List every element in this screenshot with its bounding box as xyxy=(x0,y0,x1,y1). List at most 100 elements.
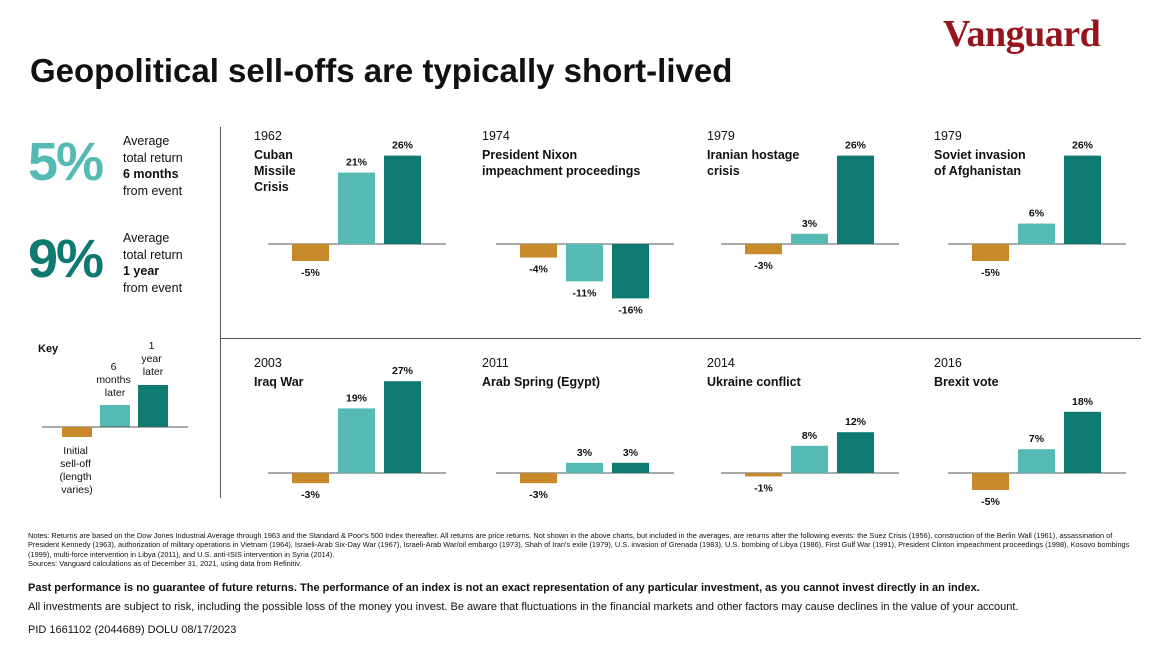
event-title-line: Cuban xyxy=(254,148,293,162)
bar xyxy=(612,244,649,299)
event-title-line: Iraq War xyxy=(254,375,304,389)
event-chart: 1974 President Nixon impeachment proceedin… xyxy=(482,129,674,316)
event-year: 2011 xyxy=(482,356,509,370)
stat-line: Average xyxy=(123,231,170,245)
key-initial-bar xyxy=(62,427,92,437)
key-initial-label-line: sell-off xyxy=(60,458,91,470)
data-label: -5% xyxy=(301,267,320,279)
key-year-label-line: later xyxy=(143,366,164,378)
bar xyxy=(745,473,782,477)
data-label: 3% xyxy=(623,447,639,459)
six-month-average-stat: 5% Average total return 6 months from ev… xyxy=(28,132,228,198)
data-label: 6% xyxy=(1029,208,1045,220)
bar xyxy=(520,473,557,484)
bar xyxy=(384,381,421,473)
data-label: -5% xyxy=(981,496,1000,508)
bar xyxy=(292,473,329,484)
data-label: 7% xyxy=(1029,433,1045,445)
data-label: 12% xyxy=(845,416,867,428)
stat-line: from event xyxy=(123,280,183,295)
data-label: 18% xyxy=(1072,396,1094,408)
data-label: -3% xyxy=(529,489,548,501)
bar xyxy=(745,244,782,255)
event-chart: 1962 Cuban Missile Crisis -5% 21% 26% xyxy=(254,129,446,279)
event-title-line: Ukraine conflict xyxy=(707,375,802,389)
bar xyxy=(520,244,557,258)
data-label: -11% xyxy=(573,287,598,299)
key-year-label-line: year xyxy=(141,353,162,365)
event-title-line: crisis xyxy=(707,164,740,178)
grid-divider-vertical xyxy=(220,127,221,498)
data-label: 26% xyxy=(845,140,867,152)
data-label: -16% xyxy=(618,304,643,316)
bar xyxy=(1064,155,1101,244)
stat-line: 6 months xyxy=(123,167,179,181)
data-label: -3% xyxy=(754,260,773,272)
key-initial-label: Initial sell-off (length varies) xyxy=(59,445,94,496)
bar xyxy=(1018,449,1055,473)
event-year: 1979 xyxy=(707,129,735,143)
bar xyxy=(791,233,828,244)
event-year: 2003 xyxy=(254,356,282,370)
vanguard-logo: Vanguard xyxy=(943,13,1101,55)
bar xyxy=(566,244,603,282)
data-label: 26% xyxy=(392,140,414,152)
bar xyxy=(972,473,1009,490)
stat-line: 1 year xyxy=(123,264,160,278)
data-label: -3% xyxy=(301,489,320,501)
bar xyxy=(837,432,874,473)
bar xyxy=(338,172,375,244)
notes: Notes: Returns are based on the Dow Jone… xyxy=(28,531,1138,569)
key-six-month-bar xyxy=(100,405,130,427)
six-month-average-description: Average total return 6 months from event xyxy=(123,133,183,199)
event-title-line: impeachment proceedings xyxy=(482,164,640,178)
grid-divider-horizontal xyxy=(221,338,1141,339)
event-chart: 2011 Arab Spring (Egypt) -3% 3% 3% xyxy=(482,356,674,501)
key-six-label-line: months xyxy=(96,374,130,386)
stat-line: Average xyxy=(123,134,170,148)
event-year: 1974 xyxy=(482,129,510,143)
key-six-label: 6 months later xyxy=(96,361,133,399)
event-year: 1979 xyxy=(934,129,962,143)
stat-line: from event xyxy=(123,183,183,198)
bar xyxy=(791,445,828,473)
bar xyxy=(384,155,421,244)
bar xyxy=(1018,223,1055,244)
data-label: -4% xyxy=(529,264,548,276)
bar xyxy=(1064,411,1101,473)
one-year-average-description: Average total return 1 year from event xyxy=(123,230,183,296)
key-one-year-bar xyxy=(138,385,168,427)
data-label: 21% xyxy=(346,157,368,169)
event-chart: 1979 Soviet invasion of Afghanistan -5% 6% 26… xyxy=(934,129,1126,279)
event-title-line: Missile xyxy=(254,164,296,178)
event-charts-grid: 1962 Cuban Missile Crisis -5% 21% 26% 1974 Presi… xyxy=(254,129,1126,508)
data-label: -5% xyxy=(981,267,1000,279)
bar xyxy=(292,244,329,261)
event-year: 2014 xyxy=(707,356,735,370)
disclaimer: All investments are subject to risk, inc… xyxy=(28,601,1019,613)
key-year-label: 1 year later xyxy=(141,340,164,378)
data-label: 3% xyxy=(802,218,818,230)
data-label: 26% xyxy=(1072,140,1094,152)
event-title-line: Crisis xyxy=(254,180,289,194)
event-title-line: President Nixon xyxy=(482,148,577,162)
event-title-line: Arab Spring (Egypt) xyxy=(482,375,600,389)
key-initial-label-line: (length xyxy=(59,471,91,483)
one-year-average-value: 9% xyxy=(28,229,104,289)
key-initial-label-line: Initial xyxy=(63,445,88,457)
key-six-label-line: later xyxy=(105,387,126,399)
event-chart: 2003 Iraq War -3% 19% 27% xyxy=(254,356,446,501)
key-year-label-line: 1 xyxy=(149,340,155,352)
data-label: 3% xyxy=(577,447,593,459)
data-label: -1% xyxy=(754,482,773,494)
event-title-line: Brexit vote xyxy=(934,375,999,389)
pid-text: PID 1661102 (2044689) DOLU 08/17/2023 xyxy=(28,624,237,636)
bar xyxy=(612,462,649,473)
event-chart: 1979 Iranian hostage crisis -3% 3% 26% xyxy=(707,129,899,272)
stat-line: total return xyxy=(123,150,183,165)
key-legend: Key 1 year later 6 months later Initial … xyxy=(38,340,188,496)
six-month-average-value: 5% xyxy=(28,132,104,192)
key-title: Key xyxy=(38,343,59,355)
bar xyxy=(837,155,874,244)
event-chart: 2016 Brexit vote -5% 7% 18% xyxy=(934,356,1126,508)
